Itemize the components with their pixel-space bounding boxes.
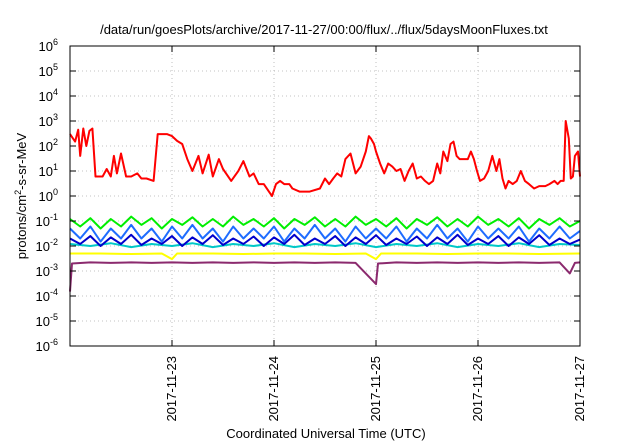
chart-title: /data/run/goesPlots/archive/2017-11-27/0… [100,22,548,37]
y-tick-label: 106 [39,37,58,54]
series-line [70,252,581,261]
y-axis-label-rest: -s-sr-MeV [14,132,29,189]
x-tick-label: 2017-11-24 [266,356,281,422]
y-tick-label: 10-6 [36,337,58,354]
y-tick-label: 100 [39,187,58,204]
y-tick-label: 10-5 [36,312,58,329]
series-line [69,223,581,243]
y-tick-label: 10-3 [36,262,58,279]
plot-series [69,120,581,292]
y-tick-label: 103 [39,112,58,129]
y-axis-label-superscript: 2 [13,190,23,195]
y-axis-label: protons/cm2-s-sr-MeV [13,132,29,259]
x-tick-label: 2017-11-26 [470,356,485,422]
grid [70,46,580,346]
x-axis-label: Coordinated Universal Time (UTC) [226,426,425,441]
series-line [69,215,581,230]
y-axis-label-base: protons/cm [14,195,29,259]
y-axis-ticks: 10-6 10-5 10-4 10-3 10-2 10-1 100 101 102 103 104 1… [36,37,580,354]
series-line [69,120,581,197]
x-tick-label: 2017-11-25 [368,356,383,422]
y-tick-label: 101 [39,162,58,179]
y-tick-label: 10-1 [36,212,58,229]
series-line [69,233,581,247]
y-tick-label: 105 [39,62,58,79]
y-tick-label: 102 [39,137,58,154]
y-tick-label: 104 [39,87,58,104]
y-tick-label: 10-4 [36,287,58,304]
x-axis-ticks: 2017-11-23 2017-11-24 2017-11-25 2017-11-26… [164,46,587,422]
x-tick-label: 2017-11-23 [164,356,179,422]
y-tick-label: 10-2 [36,237,58,254]
series-line [69,261,581,292]
x-tick-label: 2017-11-27 [572,356,587,422]
